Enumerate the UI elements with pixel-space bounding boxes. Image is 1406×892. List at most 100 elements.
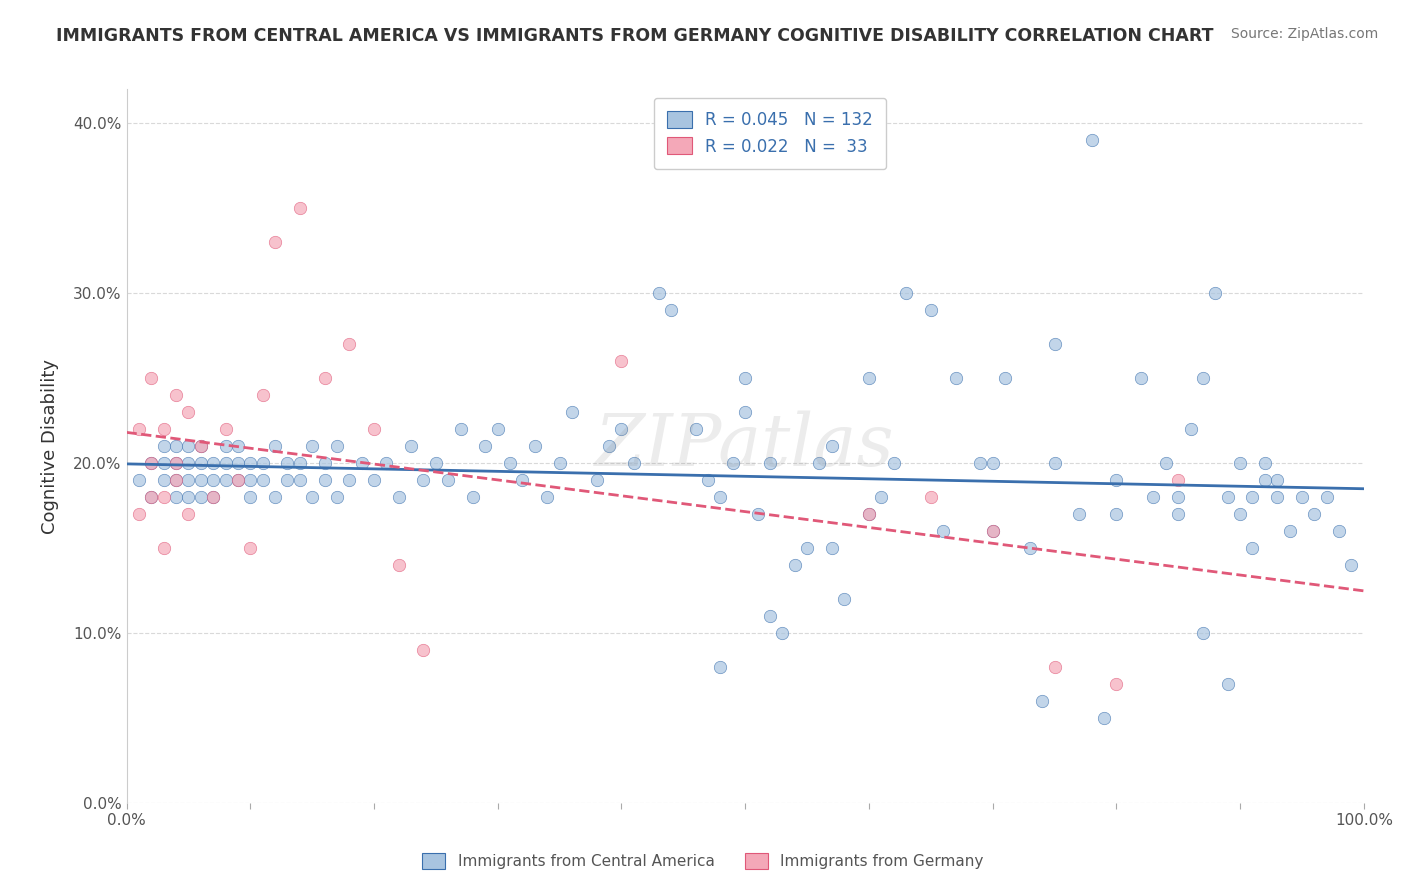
Point xyxy=(1216,677,1239,691)
Point xyxy=(709,490,731,504)
Point xyxy=(437,473,460,487)
Point xyxy=(128,507,150,521)
Point xyxy=(920,490,942,504)
Point xyxy=(1130,371,1153,385)
Point xyxy=(177,490,200,504)
Point xyxy=(536,490,558,504)
Point xyxy=(1303,507,1326,521)
Point xyxy=(165,388,187,402)
Point xyxy=(239,541,262,555)
Point xyxy=(474,439,496,453)
Point xyxy=(1241,541,1264,555)
Point xyxy=(1092,711,1115,725)
Point xyxy=(1192,371,1215,385)
Point xyxy=(1216,490,1239,504)
Point xyxy=(128,473,150,487)
Point xyxy=(499,456,522,470)
Point xyxy=(314,456,336,470)
Point xyxy=(152,541,174,555)
Point xyxy=(858,507,880,521)
Point xyxy=(141,456,163,470)
Point xyxy=(1204,286,1226,301)
Point xyxy=(226,473,249,487)
Point xyxy=(759,608,782,623)
Point xyxy=(1142,490,1164,504)
Point xyxy=(659,303,682,318)
Point xyxy=(821,541,844,555)
Point xyxy=(932,524,955,538)
Point xyxy=(685,422,707,436)
Point xyxy=(314,473,336,487)
Point xyxy=(1180,422,1202,436)
Point xyxy=(883,456,905,470)
Point xyxy=(1105,473,1128,487)
Point xyxy=(821,439,844,453)
Point xyxy=(177,439,200,453)
Point xyxy=(734,405,756,419)
Point xyxy=(461,490,484,504)
Point xyxy=(623,456,645,470)
Point xyxy=(858,507,880,521)
Point xyxy=(202,490,225,504)
Point xyxy=(1254,473,1277,487)
Point xyxy=(412,473,434,487)
Point xyxy=(1265,490,1288,504)
Point xyxy=(177,456,200,470)
Point xyxy=(1316,490,1339,504)
Point xyxy=(264,490,287,504)
Point xyxy=(548,456,571,470)
Point xyxy=(239,456,262,470)
Point xyxy=(1241,490,1264,504)
Point xyxy=(252,473,274,487)
Point xyxy=(1254,456,1277,470)
Point xyxy=(128,422,150,436)
Point xyxy=(450,422,472,436)
Point xyxy=(399,439,422,453)
Point xyxy=(276,473,298,487)
Point xyxy=(214,473,236,487)
Point xyxy=(288,473,311,487)
Point xyxy=(486,422,509,436)
Point xyxy=(190,439,212,453)
Point xyxy=(190,439,212,453)
Text: IMMIGRANTS FROM CENTRAL AMERICA VS IMMIGRANTS FROM GERMANY COGNITIVE DISABILITY : IMMIGRANTS FROM CENTRAL AMERICA VS IMMIG… xyxy=(56,27,1213,45)
Point xyxy=(1167,490,1189,504)
Point xyxy=(1031,694,1053,708)
Point xyxy=(1043,660,1066,674)
Point xyxy=(969,456,991,470)
Point xyxy=(165,456,187,470)
Point xyxy=(363,473,385,487)
Point xyxy=(709,660,731,674)
Point xyxy=(190,473,212,487)
Point xyxy=(252,456,274,470)
Point xyxy=(523,439,546,453)
Point xyxy=(152,439,174,453)
Point xyxy=(425,456,447,470)
Point xyxy=(226,473,249,487)
Point xyxy=(994,371,1017,385)
Point xyxy=(165,490,187,504)
Point xyxy=(350,456,373,470)
Point xyxy=(264,439,287,453)
Point xyxy=(796,541,818,555)
Point xyxy=(165,456,187,470)
Legend: R = 0.045   N = 132, R = 0.022   N =  33: R = 0.045 N = 132, R = 0.022 N = 33 xyxy=(654,97,886,169)
Point xyxy=(239,490,262,504)
Point xyxy=(141,490,163,504)
Point xyxy=(388,558,411,572)
Point xyxy=(326,439,349,453)
Point xyxy=(1043,337,1066,351)
Point xyxy=(288,456,311,470)
Point xyxy=(141,456,163,470)
Point xyxy=(920,303,942,318)
Point xyxy=(152,422,174,436)
Point xyxy=(832,591,855,606)
Y-axis label: Cognitive Disability: Cognitive Disability xyxy=(41,359,59,533)
Point xyxy=(252,388,274,402)
Point xyxy=(239,473,262,487)
Point xyxy=(1154,456,1177,470)
Point xyxy=(388,490,411,504)
Point xyxy=(337,473,360,487)
Point xyxy=(214,456,236,470)
Point xyxy=(337,337,360,351)
